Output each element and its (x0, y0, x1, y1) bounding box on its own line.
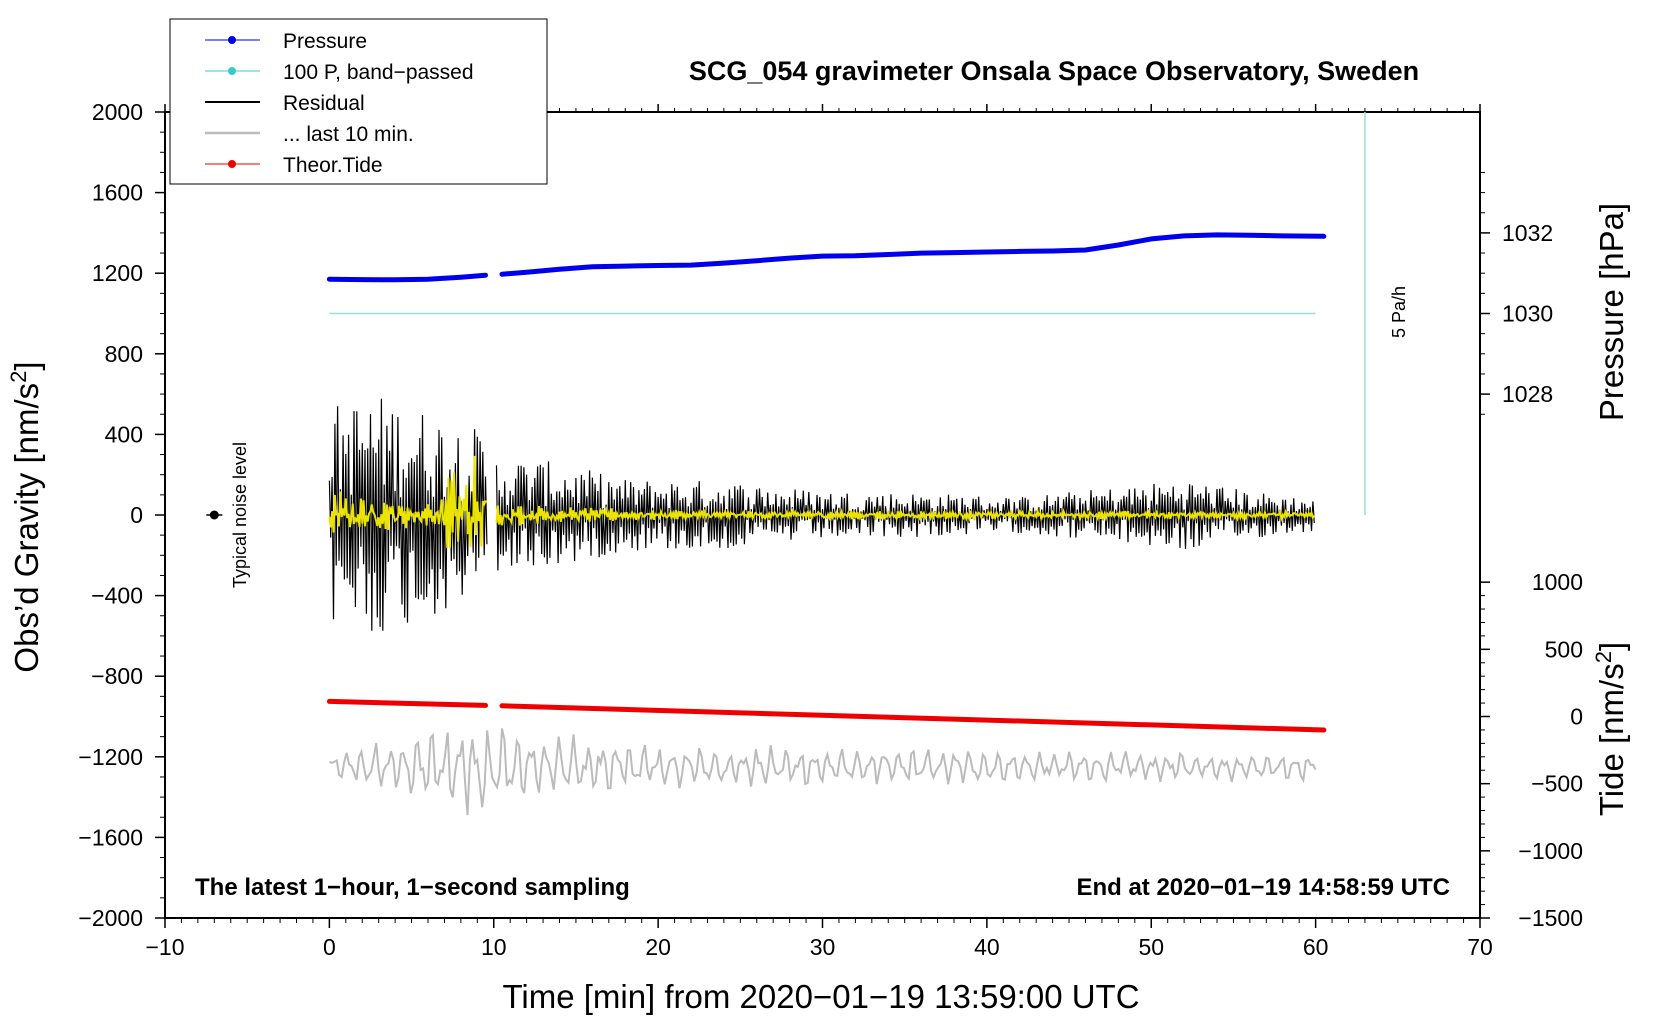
series-layer (206, 112, 1366, 815)
series-tide-line (326, 698, 488, 708)
tide-tick-label: 500 (1545, 636, 1583, 662)
legend: Pressure 100 P, band−passed Residual ...… (169, 18, 548, 185)
y-tick-label: −800 (91, 663, 143, 689)
x-tick-label: 20 (645, 934, 671, 960)
series-last-10-min-line (328, 455, 488, 549)
legend-label-pressure: Pressure (283, 30, 367, 53)
pressure-tick-label: 1030 (1502, 301, 1553, 327)
legend-label-bandpassed: 100 P, band−passed (283, 61, 474, 84)
x-tick-label: 10 (481, 934, 507, 960)
tide-tick-label: 0 (1570, 704, 1583, 730)
axes-layer: −10 0 10 20 30 40 50 60 70 −2000 −1600 −1200 −800 −40… (78, 99, 1583, 960)
y-tick-label: 400 (105, 421, 143, 447)
tide-axis-label-tail: ] (1593, 642, 1630, 651)
y-tick-label: 800 (105, 341, 143, 367)
y-axis-label: Obs’d Gravity [nm/s2] (6, 361, 45, 672)
series-tide-line (499, 703, 1327, 733)
tide-axis-label-main: Tide [nm/s (1593, 663, 1630, 816)
legend-marker-4 (228, 160, 236, 168)
x-tick-label: 40 (974, 934, 1000, 960)
pressure-tick-label: 1032 (1502, 220, 1553, 246)
y-tick-label: −2000 (78, 905, 143, 931)
x-tick-label: 60 (1303, 934, 1329, 960)
x-axis-label: Time [min] from 2020−01−19 13:59:00 UTC (502, 978, 1139, 1015)
tide-tick-label: −500 (1531, 771, 1583, 797)
legend-label-last-10-min: ... last 10 min. (283, 123, 414, 146)
footer-left-note: The latest 1−hour, 1−second sampling (195, 874, 630, 901)
y-axis-label-tail: ] (8, 361, 45, 370)
y-tick-label: −1200 (78, 744, 143, 770)
pressure-tick-label: 1028 (1502, 381, 1553, 407)
legend-marker-1 (228, 67, 236, 75)
y-tick-label: 1200 (92, 260, 143, 286)
y-tick-label: −400 (91, 583, 143, 609)
x-tick-label: 50 (1138, 934, 1164, 960)
legend-marker-0 (228, 36, 236, 44)
y-tick-label: 2000 (92, 99, 143, 125)
tide-tick-label: 1000 (1532, 569, 1583, 595)
series-detided-line (328, 728, 1317, 815)
chart-title: SCG_054 gravimeter Onsala Space Observat… (689, 56, 1419, 86)
x-tick-label: 70 (1467, 934, 1493, 960)
x-tick-label: −10 (145, 934, 184, 960)
y-axis-label-main: Obs’d Gravity [nm/s (8, 383, 45, 673)
legend-label-residual: Residual (283, 92, 365, 115)
tide-tick-label: −1000 (1518, 838, 1583, 864)
noise-level-label: Typical noise level (230, 442, 250, 588)
pressure-axis-label: Pressure [hPa] (1593, 203, 1630, 421)
tide-tick-label: −1500 (1518, 905, 1583, 931)
tide-axis-label-sup: 2 (1591, 651, 1616, 663)
x-tick-label: 0 (323, 934, 336, 960)
y-tick-label: 0 (130, 502, 143, 528)
y-tick-label: 1600 (92, 180, 143, 206)
series-last-10-min-line (495, 505, 1316, 527)
footer-right-note: End at 2020−01−19 14:58:59 UTC (1076, 874, 1450, 901)
legend-label-theor-tide: Theor.Tide (283, 154, 383, 177)
y-axis-label-sup: 2 (6, 371, 31, 383)
noise-level-marker (209, 510, 219, 520)
tide-axis-label: Tide [nm/s2] (1591, 642, 1630, 816)
x-tick-label: 30 (810, 934, 836, 960)
y-tick-label: −1600 (78, 824, 143, 850)
series-pressure-line (326, 272, 488, 283)
scale-bar-label: 5 Pa/h (1389, 286, 1409, 338)
series-pressure-line (499, 232, 1327, 277)
